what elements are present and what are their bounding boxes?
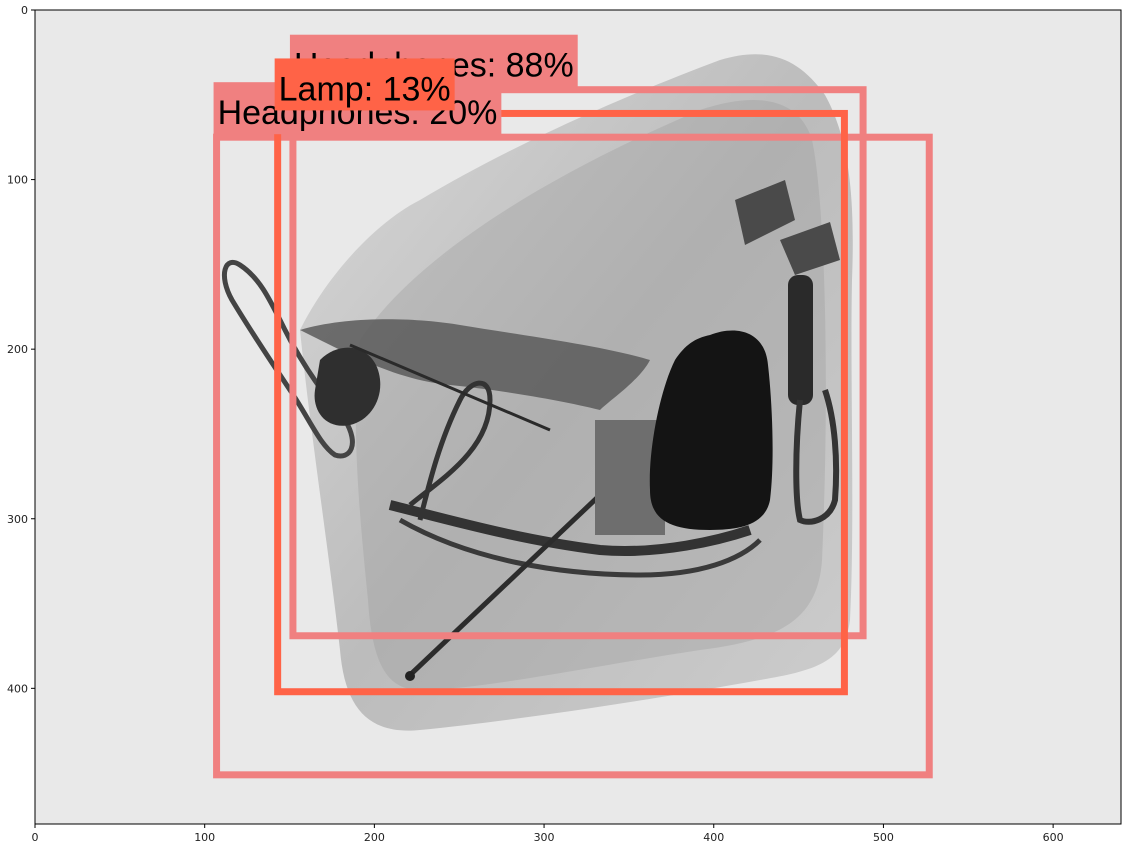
x-tick-label: 100 [194, 831, 215, 844]
x-tick-label: 200 [364, 831, 385, 844]
x-tick-label: 400 [703, 831, 724, 844]
axes-frame [34, 9, 1122, 825]
y-axis-ticks: 0 100 200 300 400 [7, 4, 35, 695]
xray-image [35, 10, 1121, 824]
x-tick-label: 0 [32, 831, 39, 844]
y-tick-label: 100 [7, 174, 28, 187]
y-tick-label: 200 [7, 343, 28, 356]
x-axis-ticks: 0 100 200 300 400 500 600 [32, 824, 1064, 844]
x-tick-label: 300 [534, 831, 555, 844]
clip-object [300, 319, 650, 410]
x-tick-label: 500 [873, 831, 894, 844]
dark-object [649, 330, 773, 530]
y-tick-label: 300 [7, 513, 28, 526]
detection-box [213, 133, 933, 779]
detection-label-bg [274, 58, 455, 111]
detection-labels: Headphones: 88%Headphones: 20%Lamp: 13% [213, 34, 578, 135]
detection-label: Lamp: 13% [279, 70, 451, 108]
y-tick-label: 400 [7, 682, 28, 695]
detection-boxes [213, 86, 933, 779]
detection-box [274, 109, 848, 696]
x-tick-label: 600 [1043, 831, 1064, 844]
detection-box [289, 86, 867, 640]
y-tick-label: 0 [21, 4, 28, 17]
